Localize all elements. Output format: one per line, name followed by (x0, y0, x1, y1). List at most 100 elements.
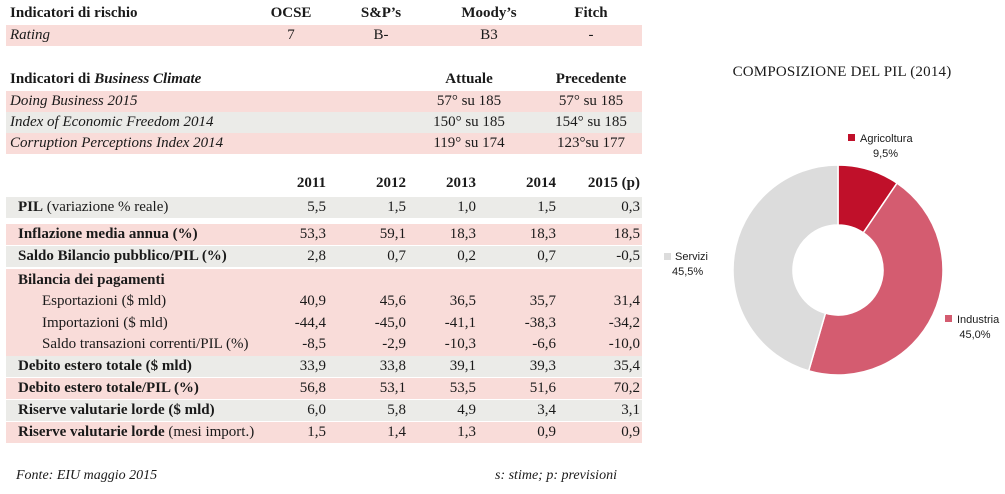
business-title: Indicatori di Business Climate (10, 69, 201, 90)
macro-value: 0,9 (537, 424, 556, 440)
slice-value-label: 45,5% (672, 266, 703, 278)
macro-row-label-rest: (variazione % reale) (43, 199, 169, 215)
macro-row-label: Debito estero totale ($ mld) (18, 358, 192, 374)
macro-value: 1,5 (537, 199, 556, 215)
macro-value: 3,4 (537, 402, 556, 418)
business-row: Index of Economic Freedom 2014 150° su 1… (6, 112, 642, 133)
macro-value: 5,5 (307, 199, 326, 215)
macro-value: 18,3 (529, 226, 556, 242)
macro-row: Esportazioni ($ mld) 40,9 45,6 36,5 35,7… (6, 291, 642, 312)
macro-value: -8,5 (302, 336, 326, 352)
macro-value: 5,8 (387, 402, 406, 418)
macro-value: 0,3 (621, 199, 640, 215)
macro-value: 53,1 (379, 380, 406, 396)
risk-col-sp: S&P’s (360, 5, 402, 21)
business-row-previous: 123°su 177 (556, 135, 626, 151)
macro-year-2013: 2013 (446, 175, 476, 191)
macro-value: 0,7 (387, 248, 406, 264)
risk-col-fitch: Fitch (574, 5, 608, 21)
macro-value: -34,2 (608, 315, 640, 331)
macro-value: 18,5 (613, 226, 640, 242)
macro-row-label: Riserve valutarie lorde (mesi import.) (18, 422, 254, 443)
risk-col-moodys: Moody’s (461, 5, 517, 21)
risk-title: Indicatori di rischio (10, 5, 138, 21)
macro-value: 33,8 (379, 358, 406, 374)
business-header-row: Indicatori di Business Climate Attuale P… (6, 69, 642, 90)
macro-value: 2,8 (307, 248, 326, 264)
chart-title: COMPOSIZIONE DEL PIL (2014) (732, 64, 952, 80)
business-row-previous: 57° su 185 (558, 93, 624, 109)
business-row-current: 57° su 185 (436, 93, 502, 109)
risk-value-ocse: 7 (287, 27, 295, 43)
macro-year-2012: 2012 (376, 175, 406, 191)
business-row-current: 150° su 185 (433, 114, 505, 130)
macro-row: Inflazione media annua (%) 53,3 59,1 18,… (6, 224, 642, 245)
macro-row-label: Debito estero totale/PIL (%) (18, 380, 199, 396)
macro-row-label-rest: (mesi import.) (164, 424, 255, 440)
macro-value: 3,1 (621, 402, 640, 418)
macro-row-label-bold: PIL (18, 199, 44, 215)
macro-row: Riserve valutarie lorde ($ mld) 6,0 5,8 … (6, 400, 642, 421)
macro-row-label: Inflazione media annua (%) (18, 226, 198, 242)
macro-row-label: Riserve valutarie lorde ($ mld) (18, 402, 215, 418)
legend-swatch-industria (945, 315, 952, 322)
macro-row: PIL (variazione % reale) 5,5 1,5 1,0 1,5… (6, 197, 642, 218)
business-row-label: Index of Economic Freedom 2014 (10, 114, 214, 130)
pie-chart: Agricoltura 9,5% Industria 45,0% Servizi 45,5… (664, 133, 1000, 376)
macro-value: 39,3 (529, 358, 556, 374)
macro-header-row: 2011 2012 2013 2014 2015 (p) (6, 173, 642, 194)
macro-value: 1,3 (457, 424, 476, 440)
macro-value: 1,0 (457, 199, 476, 215)
macro-year-2014: 2014 (526, 175, 556, 191)
macro-value: 56,8 (299, 380, 326, 396)
business-row-current: 119° su 174 (433, 135, 505, 151)
pie-slice-industria (807, 182, 944, 376)
slice-value-label: 45,0% (959, 329, 990, 341)
macro-value: 39,1 (449, 358, 476, 374)
macro-row-label: Importazioni ($ mld) (42, 315, 168, 331)
macro-value: -6,6 (532, 336, 556, 352)
macro-value: -10,3 (444, 336, 476, 352)
risk-col-ocse: OCSE (270, 5, 312, 21)
macro-value: 53,5 (449, 380, 476, 396)
macro-row: Debito estero totale ($ mld) 33,9 33,8 3… (6, 356, 642, 377)
macro-value: -38,3 (524, 315, 556, 331)
macro-row: Saldo Bilancio pubblico/PIL (%) 2,8 0,7 … (6, 246, 642, 267)
macro-value: 18,3 (449, 226, 476, 242)
macro-value: 31,4 (613, 293, 640, 309)
macro-value: 0,2 (457, 248, 476, 264)
macro-row: Saldo transazioni correnti/PIL (%) -8,5 … (6, 334, 642, 355)
macro-value: 36,5 (449, 293, 476, 309)
macro-value: 35,7 (529, 293, 556, 309)
macro-value: 0,7 (537, 248, 556, 264)
macro-row-label: Bilancia dei pagamenti (18, 272, 165, 288)
macro-value: 51,6 (529, 380, 556, 396)
macro-value: -44,4 (294, 315, 326, 331)
macro-value: 53,3 (299, 226, 326, 242)
risk-rating-row: Rating 7 B- B3 - (6, 25, 642, 46)
business-row: Corruption Perceptions Index 2014 119° s… (6, 133, 642, 154)
slice-name-label: Agricoltura (860, 133, 913, 145)
macro-value: -45,0 (374, 315, 406, 331)
macro-value: -2,9 (382, 336, 406, 352)
legend-note: s: stime; p: previsioni (495, 468, 617, 483)
macro-value: 4,9 (457, 402, 476, 418)
slice-name-label: Industria (957, 314, 1000, 326)
pie-slice-servizi (732, 164, 839, 372)
macro-year-2011: 2011 (296, 175, 326, 191)
macro-row: Importazioni ($ mld) -44,4 -45,0 -41,1 -… (6, 313, 642, 334)
macro-value: -10,0 (608, 336, 640, 352)
macro-value: -41,1 (444, 315, 476, 331)
macro-value: 70,2 (613, 380, 640, 396)
risk-value-sp: B- (373, 27, 389, 43)
macro-row-label: Saldo transazioni correnti/PIL (%) (42, 336, 249, 352)
slice-name-label: Servizi (675, 251, 708, 263)
macro-value: 0,9 (621, 424, 640, 440)
business-row-previous: 154° su 185 (555, 114, 627, 130)
macro-row-label: Esportazioni ($ mld) (42, 293, 167, 309)
macro-value: 33,9 (299, 358, 326, 374)
business-col-previous: Precedente (555, 71, 627, 87)
slice-value-label: 9,5% (873, 148, 898, 160)
macro-value: 35,4 (613, 358, 640, 374)
risk-value-moodys: B3 (480, 27, 498, 43)
